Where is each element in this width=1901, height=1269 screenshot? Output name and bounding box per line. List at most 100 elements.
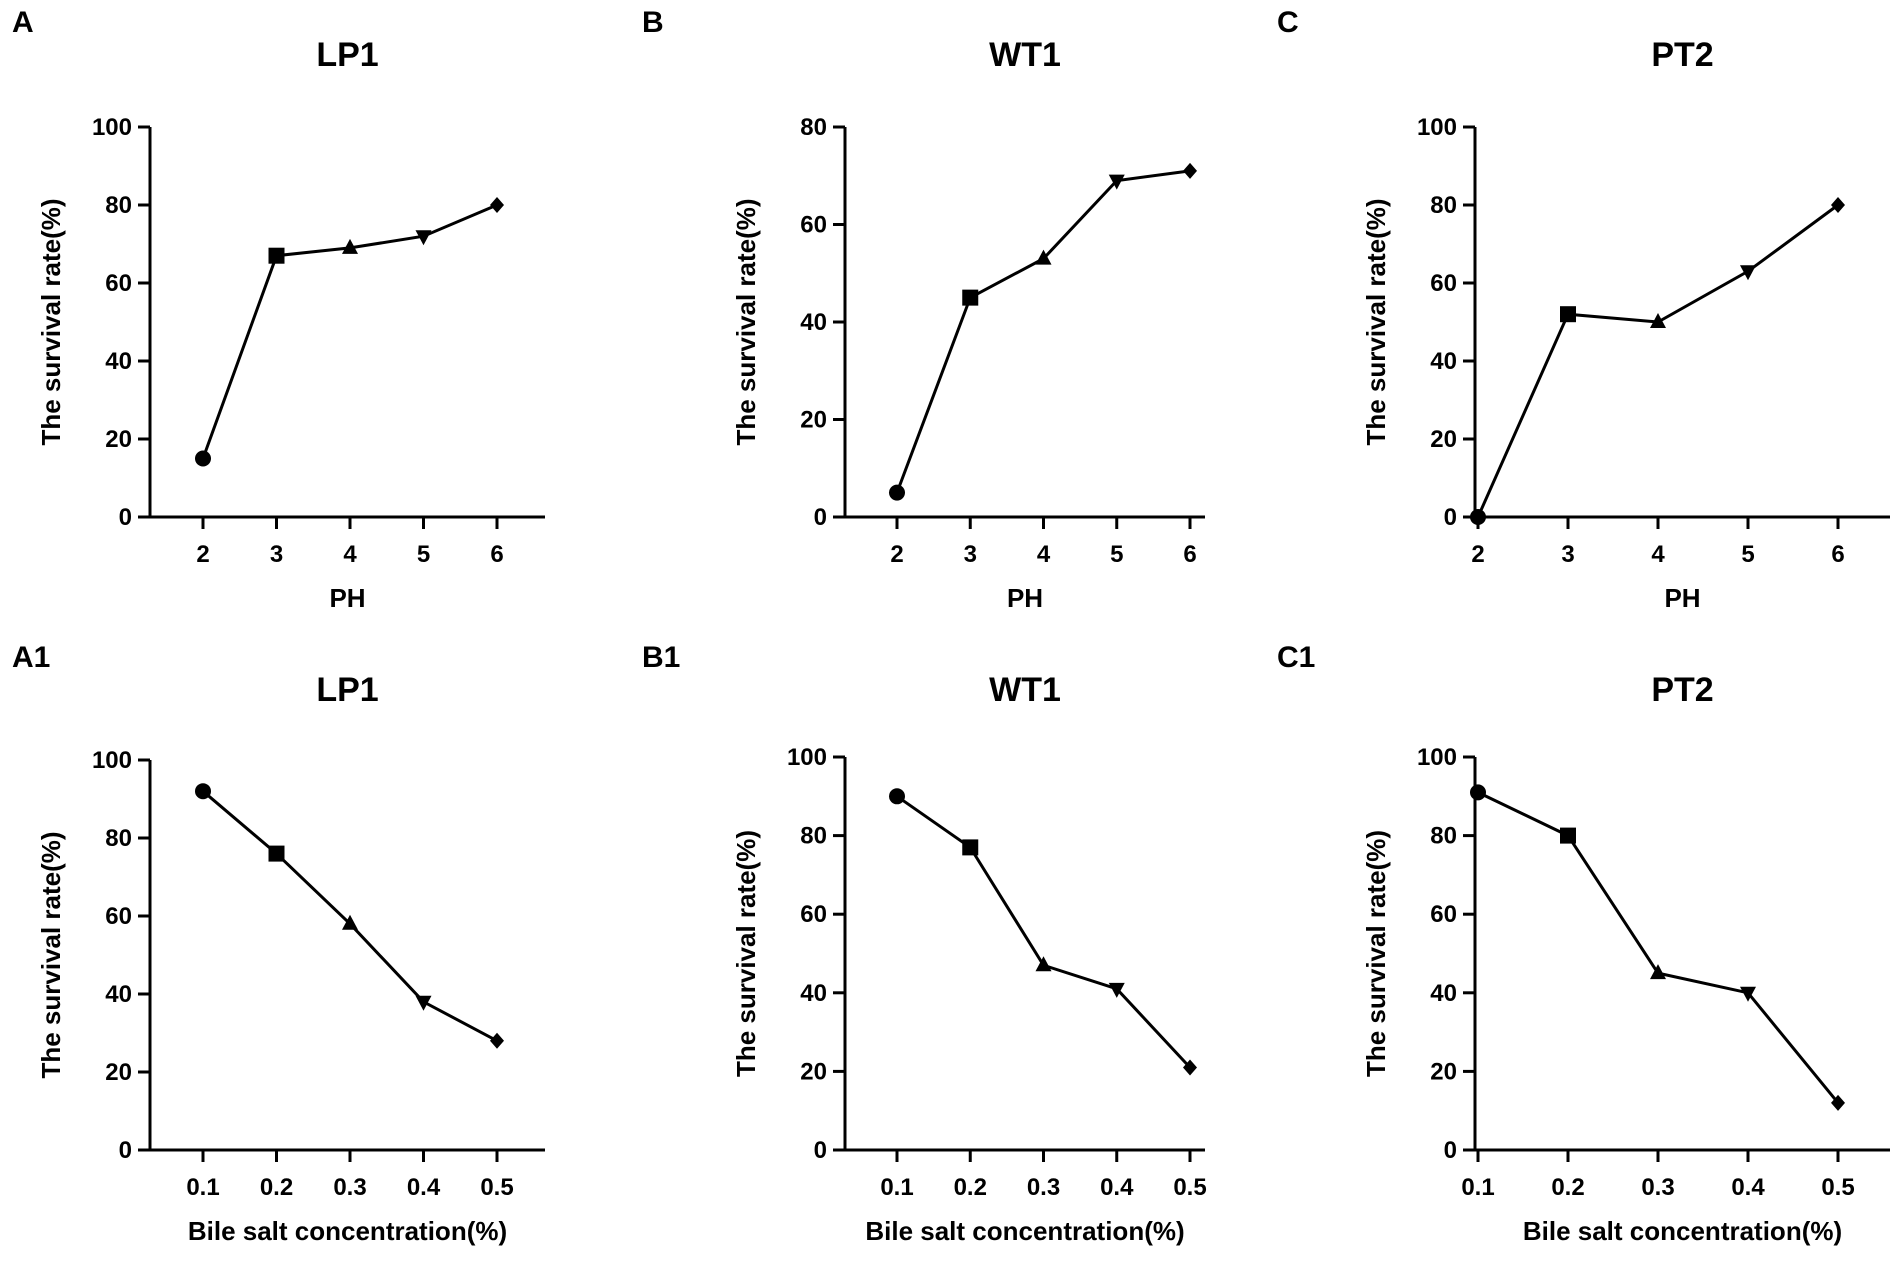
x-tick-label: 5 <box>417 541 430 568</box>
x-axis-label: Bile salt concentration(%) <box>1523 1216 1842 1246</box>
y-tick-label: 60 <box>105 903 132 930</box>
y-tick-label: 40 <box>1430 348 1457 375</box>
y-tick-label: 20 <box>1430 426 1457 453</box>
x-tick-label: 0.3 <box>333 1174 366 1201</box>
x-tick-label: 0.5 <box>1821 1174 1854 1201</box>
y-tick-label: 80 <box>800 823 827 850</box>
chart-title: LP1 <box>316 36 378 74</box>
chart-title: WT1 <box>989 36 1061 74</box>
x-tick-label: 6 <box>490 541 503 568</box>
data-point-circle <box>889 484 905 501</box>
data-point-triangle-down <box>1108 174 1125 190</box>
y-tick-label: 0 <box>1444 1137 1457 1164</box>
y-tick-label: 20 <box>105 426 132 453</box>
data-point-triangle-up <box>1035 956 1052 972</box>
y-tick-label: 0 <box>1444 504 1457 531</box>
x-tick-label: 0.2 <box>954 1174 987 1201</box>
chart-panel-c1: C1 PT2 0 20 40 60 80 100 0.1 0.2 0.3 0.4 0.5 Bile sal… <box>1277 641 1890 1246</box>
data-point-diamond <box>490 1032 504 1049</box>
chart-panel-a: A LP1 0 20 40 60 80 100 2 3 4 5 6 PH The survival rate… <box>12 6 545 613</box>
panel-letter: C1 <box>1277 641 1315 674</box>
data-point-triangle-up <box>1650 964 1666 980</box>
x-tick-label: 0.1 <box>1461 1174 1494 1201</box>
data-point-diamond <box>1183 162 1197 179</box>
x-tick-label: 2 <box>196 541 209 568</box>
x-axis-label: Bile salt concentration(%) <box>188 1216 507 1246</box>
y-tick-label: 60 <box>1430 901 1457 928</box>
series-line <box>1476 203 1839 518</box>
data-point-square <box>962 839 979 856</box>
data-point-triangle-up <box>1035 249 1052 265</box>
chart-title: LP1 <box>316 671 378 709</box>
data-point-diamond <box>1831 197 1845 213</box>
x-tick-label: 0.4 <box>1731 1174 1765 1201</box>
y-tick-label: 80 <box>105 825 132 852</box>
data-point-circle <box>1470 784 1486 801</box>
data-point-square <box>268 845 285 862</box>
y-tick-label: 80 <box>1430 823 1457 850</box>
data-point-square <box>1560 306 1576 323</box>
y-tick-label: 20 <box>800 407 827 434</box>
x-tick-label: 2 <box>890 541 903 568</box>
y-axis-label: The survival rate(%) <box>731 198 761 445</box>
data-point-circle <box>889 788 905 805</box>
x-axis-label: PH <box>1664 583 1700 613</box>
series-line <box>1477 791 1840 1104</box>
data-point-triangle-down <box>415 995 432 1011</box>
y-tick-label: 0 <box>119 504 132 531</box>
y-tick-label: 20 <box>800 1058 827 1085</box>
data-point-square <box>268 247 285 264</box>
y-tick-label: 40 <box>1430 980 1457 1007</box>
x-tick-label: 4 <box>343 541 357 568</box>
data-point-circle <box>195 450 211 467</box>
chart-title: PT2 <box>1651 671 1713 709</box>
chart-panel-b1: B1 WT1 0 20 40 60 80 100 0.1 0.2 0.3 0.4 0.5 Bile sal… <box>642 641 1207 1246</box>
data-point-triangle-up <box>342 238 358 254</box>
y-tick-label: 100 <box>787 744 827 771</box>
y-tick-label: 80 <box>105 192 132 219</box>
y-tick-label: 100 <box>1417 114 1457 141</box>
data-point-triangle-down <box>1740 986 1756 1002</box>
x-tick-label: 0.5 <box>480 1174 513 1201</box>
y-tick-label: 100 <box>92 114 132 141</box>
x-tick-label: 0.4 <box>407 1174 441 1201</box>
x-tick-label: 4 <box>1651 541 1665 568</box>
x-tick-label: 0.5 <box>1173 1174 1206 1201</box>
y-tick-label: 40 <box>105 981 132 1008</box>
y-tick-label: 20 <box>1430 1058 1457 1085</box>
chart-title: WT1 <box>989 671 1061 709</box>
x-tick-label: 0.4 <box>1100 1174 1134 1201</box>
data-point-diamond <box>1183 1059 1197 1076</box>
data-point-triangle-up <box>1650 313 1666 328</box>
y-tick-label: 0 <box>814 504 827 531</box>
series-line <box>896 795 1192 1069</box>
data-point-circle <box>1470 509 1486 525</box>
data-point-triangle-down <box>1108 982 1125 998</box>
series-line <box>895 169 1191 494</box>
data-point-diamond <box>1831 1094 1845 1111</box>
y-axis-label: The survival rate(%) <box>36 831 66 1078</box>
panel-letter: C <box>1277 6 1299 39</box>
x-tick-label: 0.3 <box>1027 1174 1060 1201</box>
panel-letter: A1 <box>12 641 50 674</box>
y-tick-label: 40 <box>800 309 827 336</box>
y-tick-label: 40 <box>105 348 132 375</box>
y-tick-label: 20 <box>105 1059 132 1086</box>
chart-panel-b: B WT1 0 20 40 60 80 2 3 4 5 6 PH The survival rate(%) <box>642 6 1205 613</box>
x-axis-label: Bile salt concentration(%) <box>865 1216 1184 1246</box>
x-tick-label: 0.2 <box>260 1174 293 1201</box>
y-tick-label: 40 <box>800 980 827 1007</box>
x-axis-label: PH <box>1007 583 1043 613</box>
chart-panel-a1: A1 LP1 0 20 40 60 80 100 0.1 0.2 0.3 0.4 0.5 Bile sal… <box>12 641 545 1246</box>
chart-panel-c: C PT2 0 20 40 60 80 100 2 3 4 5 6 PH The survival rate… <box>1277 6 1890 613</box>
y-tick-label: 80 <box>1430 192 1457 219</box>
x-tick-label: 6 <box>1183 541 1196 568</box>
x-tick-label: 3 <box>270 541 283 568</box>
x-tick-label: 4 <box>1037 541 1051 568</box>
y-tick-label: 100 <box>92 747 132 774</box>
panel-letter: A <box>12 6 34 39</box>
x-tick-label: 5 <box>1110 541 1123 568</box>
data-point-triangle-down <box>415 230 432 246</box>
x-tick-label: 0.1 <box>186 1174 219 1201</box>
